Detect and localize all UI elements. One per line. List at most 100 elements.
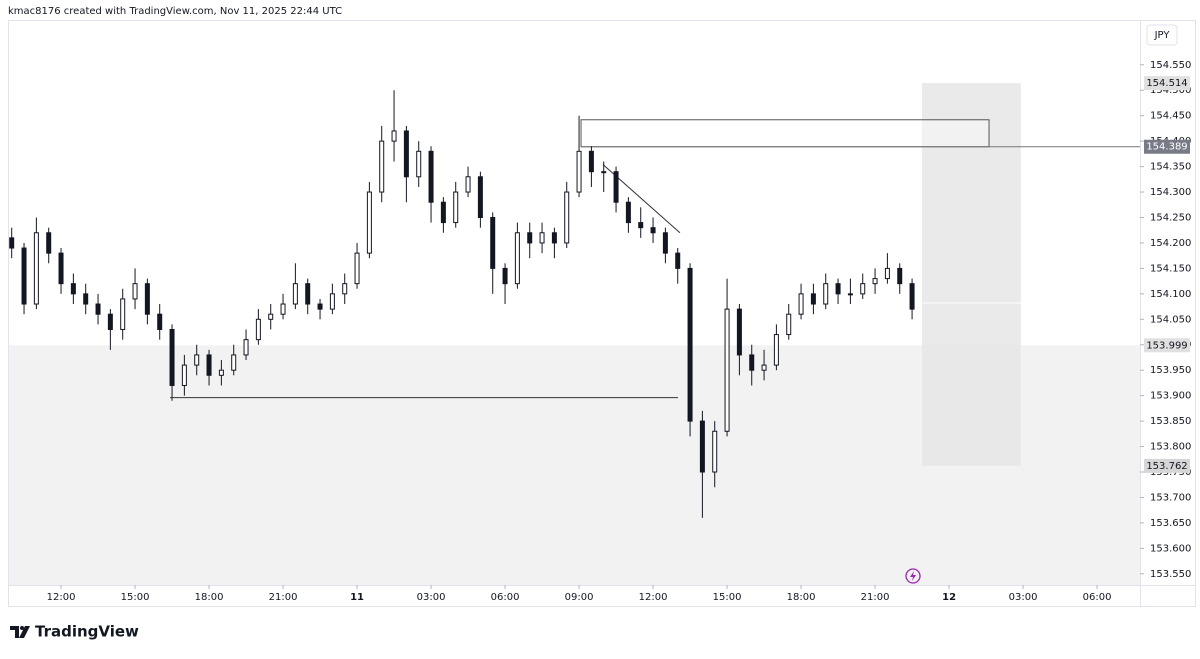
candle-body bbox=[576, 150, 582, 193]
candle-body bbox=[675, 252, 681, 269]
candle-body bbox=[786, 313, 792, 336]
x-tick-label: 18:00 bbox=[787, 592, 816, 603]
currency: JPY bbox=[1154, 30, 1171, 41]
candle-body bbox=[120, 298, 126, 330]
candle-body bbox=[687, 267, 693, 422]
candle-body bbox=[366, 191, 372, 254]
x-tick-label: 12 bbox=[942, 592, 956, 603]
plot: 153.550153.600153.650153.700153.750153.8… bbox=[8, 20, 1196, 607]
candle-body bbox=[477, 176, 483, 218]
candle-body bbox=[884, 267, 890, 280]
candle-body bbox=[453, 191, 459, 224]
candle-body bbox=[860, 283, 866, 295]
candle-body bbox=[539, 232, 545, 244]
price-badge bbox=[1144, 338, 1190, 353]
candle-body bbox=[625, 201, 631, 224]
candle-body bbox=[909, 283, 915, 310]
y-tick-label: 153.550 bbox=[1150, 569, 1191, 580]
candle-body bbox=[601, 171, 607, 174]
chart-frame bbox=[8, 20, 1196, 607]
candle-body bbox=[527, 232, 533, 244]
event-icon[interactable] bbox=[905, 568, 921, 584]
candle-body bbox=[181, 364, 187, 386]
brand: TradingView bbox=[35, 623, 139, 641]
candle-body bbox=[724, 308, 730, 432]
y-tick-label: 153.950 bbox=[1150, 365, 1191, 376]
candle-body bbox=[712, 430, 718, 473]
y-tick-label: 154.100 bbox=[1150, 289, 1191, 300]
credit: kmac8176 created with TradingView.com, N… bbox=[8, 6, 342, 17]
price-badge-label: 154.514 bbox=[1146, 78, 1187, 89]
candle-body bbox=[823, 283, 829, 305]
candle-body bbox=[650, 227, 656, 234]
price-badge bbox=[1144, 139, 1190, 154]
candle-body bbox=[391, 130, 397, 142]
candle-body bbox=[502, 267, 508, 285]
y-tick-label: 154.250 bbox=[1150, 212, 1191, 223]
candle-body bbox=[798, 293, 804, 315]
y-tick-label: 153.650 bbox=[1150, 518, 1191, 529]
price-badge-label: 153.999 bbox=[1146, 340, 1187, 351]
candle-body bbox=[305, 283, 311, 305]
candle-body bbox=[749, 354, 755, 371]
candle-body bbox=[699, 420, 705, 473]
candle-body bbox=[231, 354, 237, 371]
price-badge-label: 153.762 bbox=[1146, 461, 1187, 472]
candle-body bbox=[9, 237, 15, 249]
candle-body bbox=[255, 318, 261, 341]
x-tick-label: 21:00 bbox=[861, 592, 890, 603]
logo-dot bbox=[20, 626, 24, 630]
candle-body bbox=[292, 283, 298, 305]
y-tick-label: 154.300 bbox=[1150, 187, 1191, 198]
candle-body bbox=[218, 369, 224, 376]
candle-body bbox=[810, 293, 816, 305]
x-tick-label: 15:00 bbox=[713, 592, 742, 603]
candle-body bbox=[194, 354, 200, 366]
logo-mark bbox=[10, 626, 19, 638]
event-bolt bbox=[910, 571, 916, 581]
y-tick-label: 153.600 bbox=[1150, 543, 1191, 554]
candle-body bbox=[157, 313, 163, 330]
y-tick-label: 154.450 bbox=[1150, 111, 1191, 122]
candle-body bbox=[243, 339, 249, 356]
y-tick-label: 154.550 bbox=[1150, 60, 1191, 71]
x-tick-label: 18:00 bbox=[195, 592, 224, 603]
candle-body bbox=[354, 252, 360, 285]
candle-body bbox=[638, 222, 644, 229]
candle-body bbox=[268, 313, 274, 320]
candle-body bbox=[206, 354, 212, 376]
candle-body bbox=[872, 278, 878, 285]
x-tick-label: 09:00 bbox=[565, 592, 594, 603]
candle-body bbox=[588, 150, 594, 173]
candle-body bbox=[107, 313, 113, 330]
y-tick-label: 154.350 bbox=[1150, 162, 1191, 173]
candle-body bbox=[613, 171, 619, 203]
candle-body bbox=[342, 283, 348, 295]
y-tick-label: 154.150 bbox=[1150, 263, 1191, 274]
currency-button[interactable] bbox=[1146, 24, 1178, 46]
candle-body bbox=[761, 364, 767, 371]
candle-body bbox=[773, 334, 779, 366]
candle-body bbox=[46, 232, 52, 254]
candle-body bbox=[70, 283, 76, 295]
x-tick-label: 12:00 bbox=[639, 592, 668, 603]
price-badge bbox=[1144, 458, 1190, 473]
x-tick-label: 11 bbox=[350, 592, 364, 603]
candle-body bbox=[95, 303, 101, 315]
x-tick-label: 21:00 bbox=[269, 592, 298, 603]
candle-body bbox=[416, 150, 422, 178]
candle-body bbox=[736, 308, 742, 356]
y-tick-label: 154.050 bbox=[1150, 314, 1191, 325]
logo-slash bbox=[19, 626, 30, 638]
candle-body bbox=[514, 232, 520, 285]
candle-body bbox=[835, 283, 841, 295]
candle-body bbox=[662, 232, 668, 254]
x-tick-label: 12:00 bbox=[47, 592, 76, 603]
candle-body bbox=[564, 191, 570, 244]
y-tick-label: 153.900 bbox=[1150, 391, 1191, 402]
candle-body bbox=[83, 293, 89, 305]
candle-body bbox=[465, 176, 471, 193]
candle-body bbox=[847, 293, 853, 296]
y-tick-label: 154.200 bbox=[1150, 238, 1191, 249]
